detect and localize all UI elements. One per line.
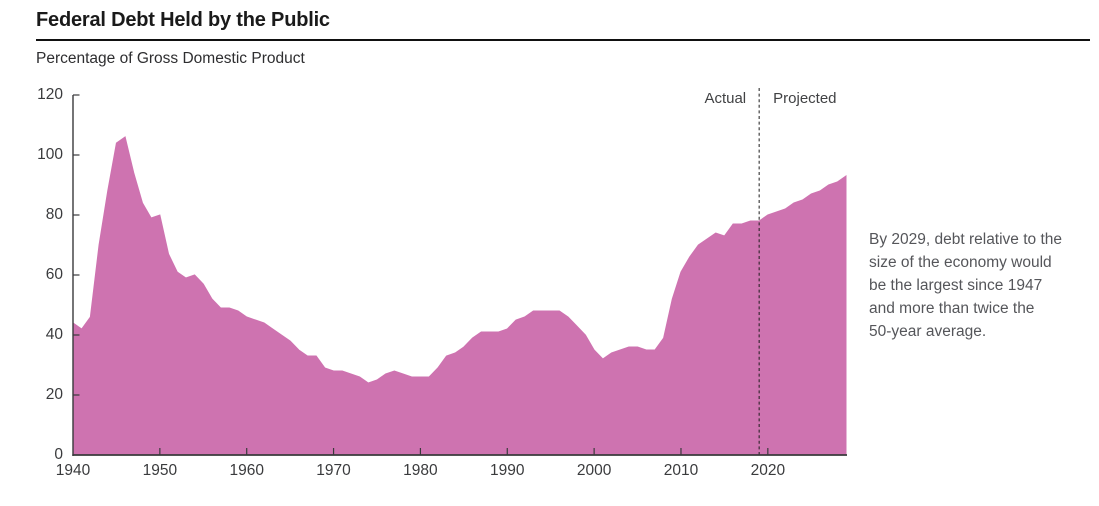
x-tick-label: 2020 [750, 462, 786, 479]
x-tick-label: 1960 [229, 462, 264, 479]
annotation-line: size of the economy would [869, 254, 1052, 271]
actual-label: Actual [704, 90, 747, 107]
debt-area-series [72, 136, 847, 456]
y-tick-label: 40 [45, 326, 63, 343]
annotation-text: By 2029, debt relative to the size of th… [869, 228, 1062, 343]
annotation-line: 50-year average. [869, 323, 987, 340]
chart-subtitle: Percentage of Gross Domestic Product [36, 50, 305, 67]
y-tick-label: 60 [45, 266, 63, 283]
annotation-line: and more than twice the [869, 300, 1035, 317]
projected-label: Projected [773, 90, 837, 107]
x-tick-label: 1940 [55, 462, 91, 479]
x-tick-label: 1950 [142, 462, 178, 479]
y-tick-label: 20 [45, 386, 63, 403]
chart-title: Federal Debt Held by the Public [36, 9, 330, 31]
y-tick-label: 80 [45, 206, 63, 223]
x-tick-label: 1990 [490, 462, 525, 479]
y-tick-label: 0 [54, 446, 63, 463]
x-tick-label: 1970 [316, 462, 351, 479]
annotation-line: By 2029, debt relative to the [869, 231, 1063, 248]
y-tick-label: 120 [37, 86, 63, 103]
x-tick-label: 2000 [576, 462, 612, 479]
title-rule [36, 39, 1090, 41]
y-tick-label: 100 [37, 146, 63, 163]
x-tick-label: 1980 [403, 462, 438, 479]
x-tick-label: 2010 [663, 462, 699, 479]
annotation-line: be the largest since 1947 [869, 277, 1043, 294]
